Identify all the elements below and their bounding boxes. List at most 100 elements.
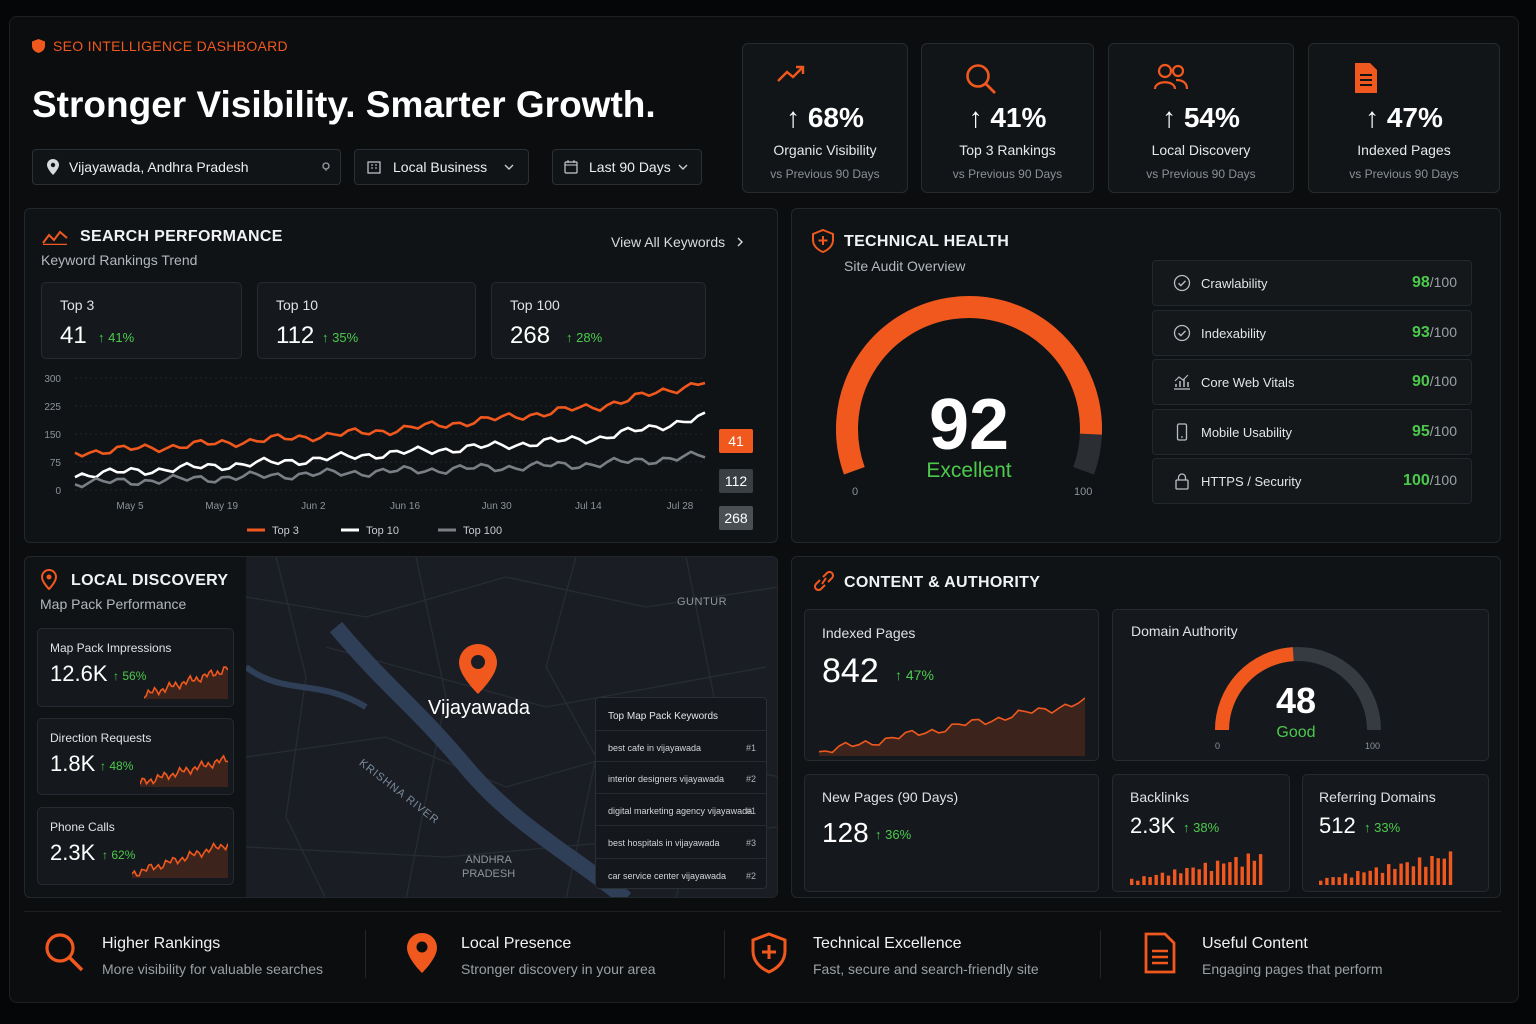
bar bbox=[1374, 867, 1378, 885]
shield-plus-icon bbox=[812, 229, 834, 253]
svg-text:Top 10: Top 10 bbox=[366, 525, 399, 537]
gauge-fill bbox=[836, 296, 1102, 475]
x-tick-label: Jun 16 bbox=[390, 501, 420, 512]
stat-card-top3[interactable]: ↑ 41% Top 3 Rankings vs Previous 90 Days bbox=[921, 43, 1094, 193]
section-subtitle: Map Pack Performance bbox=[40, 596, 187, 612]
stat-card-local-discovery[interactable]: ↑ 54% Local Discovery vs Previous 90 Day… bbox=[1108, 43, 1294, 193]
stat-card-indexed-pages[interactable]: ↑ 47% Indexed Pages vs Previous 90 Days bbox=[1308, 43, 1500, 193]
tile-name: Backlinks bbox=[1130, 789, 1190, 805]
tile-change: ↑ 33% bbox=[1364, 820, 1401, 835]
footer-desc: Fast, secure and search-friendly site bbox=[813, 961, 1039, 977]
keyword-row[interactable]: best cafe in vijayawada #1 bbox=[596, 730, 766, 762]
keyword-row[interactable]: digital marketing agency vijayawada #1 bbox=[596, 793, 766, 825]
metric-name: Phone Calls bbox=[50, 820, 115, 834]
bar bbox=[1215, 860, 1220, 885]
document-icon bbox=[1355, 63, 1377, 93]
divider bbox=[365, 930, 366, 978]
chart-icon bbox=[42, 230, 68, 245]
bar bbox=[1154, 874, 1158, 885]
map-view[interactable]: GUNTUR KRISHNA RIVER ANDHRA PRADESH Vijay… bbox=[246, 557, 777, 897]
stat-label: Organic Visibility bbox=[773, 142, 877, 158]
sparkline bbox=[140, 754, 228, 787]
stat-compare: vs Previous 90 Days bbox=[1349, 167, 1459, 181]
health-rating: Excellent bbox=[926, 459, 1012, 482]
location-select[interactable]: Vijayawada, Andhra Pradesh bbox=[32, 149, 341, 185]
health-item-name: Crawlability bbox=[1201, 276, 1268, 291]
shield-icon bbox=[32, 39, 45, 53]
building-icon bbox=[367, 161, 381, 174]
users-icon bbox=[1153, 63, 1189, 90]
search-icon bbox=[966, 64, 996, 94]
business-type-select[interactable]: Local Business bbox=[354, 149, 529, 185]
bar bbox=[1331, 877, 1335, 885]
bar bbox=[1442, 858, 1446, 885]
document-icon bbox=[1144, 932, 1176, 974]
metric-name: Direction Requests bbox=[50, 731, 152, 745]
chevron-down-icon bbox=[504, 164, 514, 170]
date-range-select[interactable]: Last 90 Days bbox=[552, 149, 702, 185]
section-title: CONTENT & AUTHORITY bbox=[844, 574, 1041, 591]
series-end-badge: 112 bbox=[719, 469, 753, 493]
view-all-keywords-link[interactable]: View All Keywords bbox=[611, 234, 744, 250]
bar bbox=[1203, 862, 1207, 885]
indexed-pages-tile: Indexed Pages 842 ↑ 47% bbox=[804, 609, 1099, 761]
bar bbox=[1258, 854, 1263, 885]
y-tick-label: 75 bbox=[50, 458, 62, 469]
chevron-right-icon bbox=[737, 237, 744, 247]
kpi-value: 112 bbox=[276, 322, 315, 349]
bar bbox=[1209, 871, 1214, 885]
health-row-https-security[interactable]: HTTPS / Security 100/100 bbox=[1152, 458, 1472, 504]
tile-change: ↑ 47% bbox=[895, 667, 934, 683]
health-row-crawlability[interactable]: Crawlability 98/100 bbox=[1152, 260, 1472, 306]
stat-card-organic-visibility[interactable]: ↑ 68% Organic Visibility vs Previous 90 … bbox=[742, 43, 908, 193]
map-state-label: ANDHRA PRADESH bbox=[462, 854, 516, 880]
legend-item: Top 3 bbox=[247, 525, 299, 537]
vitals-icon bbox=[1174, 374, 1190, 390]
pin-icon bbox=[47, 159, 59, 175]
sparkline-line bbox=[140, 754, 228, 786]
health-row-mobile-usability[interactable]: Mobile Usability 95/100 bbox=[1152, 409, 1472, 455]
keyword-row[interactable]: car service center vijayawada #2 bbox=[596, 858, 766, 890]
sparkline-area bbox=[144, 667, 228, 699]
sparkline-line bbox=[132, 841, 228, 877]
bar bbox=[1436, 858, 1440, 885]
arrow-up-icon: ↑ bbox=[322, 330, 333, 345]
bar bbox=[1130, 878, 1134, 885]
trend-up-icon bbox=[777, 65, 805, 82]
keyword-row[interactable]: best hospitals in vijayawada #3 bbox=[596, 825, 766, 857]
eyebrow: SEO INTELLIGENCE DASHBOARD bbox=[32, 38, 288, 54]
svg-text:112: 112 bbox=[725, 473, 748, 489]
svg-text:Top 100: Top 100 bbox=[463, 525, 502, 537]
kpi-name: Top 100 bbox=[510, 297, 560, 313]
health-row-core-web-vitals[interactable]: Core Web Vitals 90/100 bbox=[1152, 359, 1472, 405]
svg-text:Top 3: Top 3 bbox=[272, 525, 299, 537]
sparkline bbox=[132, 841, 228, 878]
health-item-score: 93/100 bbox=[1411, 324, 1457, 341]
kpi-name: Top 3 bbox=[60, 297, 95, 313]
tile-name: New Pages (90 Days) bbox=[822, 789, 959, 805]
health-row-indexability[interactable]: Indexability 93/100 bbox=[1152, 310, 1472, 356]
tile-name: Indexed Pages bbox=[822, 625, 916, 641]
bar bbox=[1142, 876, 1146, 885]
gauge-min: 0 bbox=[852, 486, 859, 498]
section-subtitle: Keyword Rankings Trend bbox=[41, 252, 198, 268]
bar bbox=[1430, 856, 1434, 885]
bar bbox=[1411, 866, 1416, 885]
tile-change: ↑ 38% bbox=[1183, 820, 1220, 835]
sparkline bbox=[819, 697, 1085, 756]
top-keywords-panel: Top Map Pack Keywords best cafe in vijay… bbox=[595, 697, 767, 889]
stat-label: Local Discovery bbox=[1151, 142, 1251, 158]
page-title: Stronger Visibility. Smarter Growth. bbox=[32, 84, 656, 125]
bar bbox=[1417, 857, 1422, 885]
footer-title: Local Presence bbox=[461, 935, 572, 952]
section-subtitle: Site Audit Overview bbox=[844, 258, 966, 274]
stat-compare: vs Previous 90 Days bbox=[770, 167, 880, 181]
sparkline bbox=[144, 666, 228, 699]
y-tick-label: 300 bbox=[44, 374, 61, 385]
stat-compare: vs Previous 90 Days bbox=[1146, 167, 1256, 181]
map-marker-icon[interactable] bbox=[458, 643, 498, 695]
stat-value: ↑ 47% bbox=[1365, 102, 1443, 133]
bar bbox=[1240, 866, 1244, 885]
bar bbox=[1362, 872, 1366, 885]
keyword-row[interactable]: interior designers vijayawada #2 bbox=[596, 761, 766, 793]
